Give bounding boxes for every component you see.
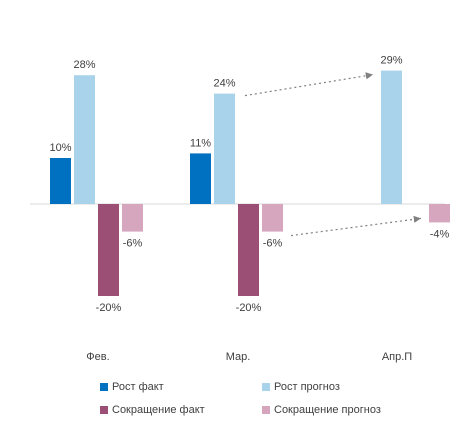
data-label-s1-c0: 28%: [73, 59, 95, 71]
category-label-1: Мар.: [226, 351, 251, 363]
bar-s2-c1: [238, 204, 259, 296]
bar-s3-c2: [429, 204, 450, 223]
bar-s3-c0: [122, 204, 143, 232]
data-label-s3-c1: -6%: [263, 238, 283, 250]
data-label-s1-c2: 29%: [380, 55, 402, 67]
bar-s3-c1: [262, 204, 283, 232]
data-label-s1-c1: 24%: [213, 78, 235, 90]
data-label-s0-c1: 11%: [190, 137, 211, 149]
data-label-s2-c1: -20%: [236, 302, 262, 314]
bar-s1-c2: [381, 70, 402, 204]
category-label-0: Фев.: [86, 351, 109, 363]
bar-s1-c1: [214, 93, 235, 204]
bar-s0-c0: [50, 158, 71, 204]
data-label-s3-c0: -6%: [123, 238, 143, 250]
category-label-2: Апр.П: [382, 351, 412, 363]
data-label-s2-c0: -20%: [96, 302, 122, 314]
forecast-growth-arrow: [244, 72, 374, 97]
forecast-decline-arrow: [290, 215, 422, 237]
bar-s0-c1: [190, 153, 211, 204]
bar-s1-c0: [74, 75, 95, 204]
data-label-s0-c0: 10%: [49, 142, 71, 154]
data-label-s3-c2: -4%: [430, 228, 450, 240]
bar-s2-c0: [98, 204, 119, 296]
